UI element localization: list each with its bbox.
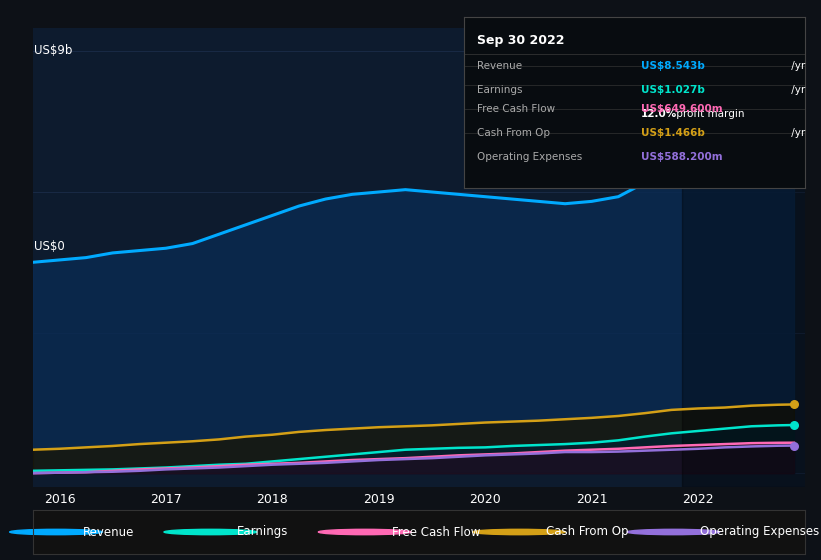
Text: profit margin: profit margin (673, 109, 745, 119)
Circle shape (10, 529, 103, 535)
Text: US$0: US$0 (34, 240, 65, 253)
Point (787, 421, 800, 430)
Circle shape (319, 529, 411, 535)
Text: Cash From Op: Cash From Op (478, 128, 551, 138)
Bar (682, 28, 815, 487)
Text: US$8.543b: US$8.543b (641, 61, 705, 71)
Circle shape (164, 529, 257, 535)
Text: Earnings: Earnings (478, 85, 523, 95)
Text: US$1.466b: US$1.466b (641, 128, 705, 138)
Text: Operating Expenses: Operating Expenses (700, 525, 819, 539)
Text: Free Cash Flow: Free Cash Flow (478, 104, 556, 114)
Text: Earnings: Earnings (237, 525, 289, 539)
Circle shape (627, 529, 720, 535)
Text: /yr: /yr (788, 128, 805, 138)
Point (787, 400, 800, 409)
Text: /yr: /yr (788, 85, 805, 95)
Text: US$1.027b: US$1.027b (641, 85, 705, 95)
Text: Cash From Op: Cash From Op (546, 525, 629, 539)
Text: US$588.200m: US$588.200m (641, 152, 722, 162)
Text: Operating Expenses: Operating Expenses (478, 152, 583, 162)
Point (787, 68, 800, 77)
Text: 12.0%: 12.0% (641, 109, 677, 119)
Text: /yr: /yr (788, 61, 805, 71)
Text: US$9b: US$9b (34, 44, 73, 57)
Text: Revenue: Revenue (478, 61, 523, 71)
Text: US$649.600m: US$649.600m (641, 104, 722, 114)
Point (787, 441, 800, 450)
Text: Revenue: Revenue (83, 525, 135, 539)
Circle shape (473, 529, 566, 535)
Text: Free Cash Flow: Free Cash Flow (392, 525, 480, 539)
Text: Sep 30 2022: Sep 30 2022 (478, 34, 565, 47)
